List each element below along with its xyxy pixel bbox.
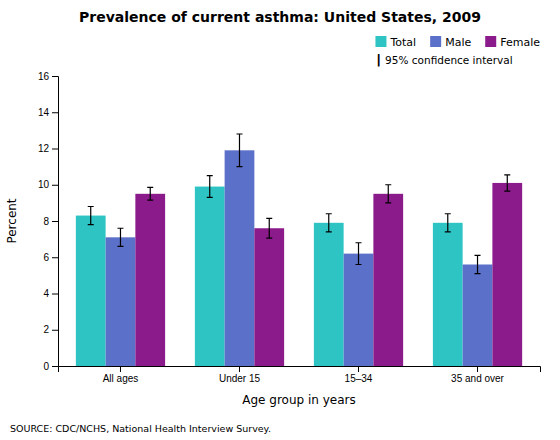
tick-mark (120, 366, 121, 372)
source-note: SOURCE: CDC/NCHS, National Health Interv… (10, 423, 271, 434)
axis-line (52, 77, 59, 367)
tick-mark (239, 366, 240, 372)
bar (373, 194, 403, 366)
chart: Prevalence of current asthma: United Sta… (0, 0, 560, 440)
tick: Under 15 (219, 366, 261, 384)
bar (195, 187, 225, 366)
tick-label: 35 and over (451, 373, 504, 384)
tick-label: All ages (103, 373, 139, 384)
tick-mark (52, 76, 58, 77)
annotation: ┃ 95% confidence interval (375, 54, 512, 67)
tick-mark (52, 294, 58, 295)
tick-mark (52, 112, 58, 113)
tick-mark (52, 366, 58, 367)
tick-label: Under 15 (219, 373, 261, 384)
tick-label: 0 (43, 361, 49, 372)
tick-label: 2 (43, 324, 49, 335)
bar (314, 223, 344, 366)
legend-item: Male (430, 36, 471, 49)
bar (254, 228, 284, 366)
bar (433, 223, 463, 366)
tick: 10 (38, 179, 58, 190)
tick-label: 16 (38, 71, 50, 82)
legend-item: Total (375, 36, 416, 49)
x-axis: All ages Under 15 15–34 35 and over (59, 366, 541, 384)
marks (76, 134, 522, 366)
y-axis: 0 2 4 6 8 10 12 14 16 (38, 71, 59, 372)
y-axis-title: Percent (5, 198, 19, 243)
error-bar (356, 243, 362, 265)
error-bar (475, 255, 481, 273)
tick: 2 (43, 324, 58, 335)
axis-line (59, 367, 541, 373)
tick: 8 (43, 216, 58, 227)
legend-label: Total (389, 36, 416, 49)
bar (225, 150, 255, 366)
error-bar (504, 175, 510, 191)
error-bar (385, 185, 391, 203)
tick-label: 14 (38, 107, 50, 118)
error-bar (117, 228, 123, 246)
tick: All ages (103, 366, 139, 384)
tick-mark (52, 185, 58, 186)
chart-container: Prevalence of current asthma: United Sta… (0, 0, 560, 440)
series (135, 183, 522, 366)
series (106, 150, 493, 366)
tick-label: 10 (38, 179, 50, 190)
error-bar (147, 187, 153, 200)
legend-label: Female (500, 36, 540, 49)
tick-label: 6 (43, 252, 49, 263)
error-bar (88, 207, 94, 225)
legend-swatch (375, 36, 386, 47)
tick-mark (52, 149, 58, 150)
tick: 0 (43, 361, 58, 372)
legend: Total Male Female (375, 36, 540, 49)
tick: 35 and over (451, 366, 504, 384)
tick-mark (52, 221, 58, 222)
tick: 15–34 (345, 366, 373, 384)
tick-mark (358, 366, 359, 372)
tick: 4 (43, 288, 58, 299)
bar (76, 216, 106, 366)
tick-mark (52, 257, 58, 258)
legend-item: Female (485, 36, 540, 49)
legend-swatch (485, 36, 496, 47)
tick: 12 (38, 143, 58, 154)
plot: 0 2 4 6 8 10 12 14 16 All ages Under 15 15–34 35 and… (38, 71, 541, 384)
error-bars (147, 175, 510, 238)
error-bars (117, 134, 480, 274)
bar (106, 237, 136, 366)
error-bar (207, 176, 213, 198)
tick-label: 4 (43, 288, 49, 299)
error-bar (266, 218, 272, 238)
tick-label: 15–34 (345, 373, 373, 384)
title: Prevalence of current asthma: United Sta… (79, 9, 481, 25)
series (76, 187, 463, 366)
tick-label: 12 (38, 143, 50, 154)
bar (135, 194, 165, 366)
tick-mark (52, 330, 58, 331)
legend-label: Male (445, 36, 471, 49)
legend-swatch (430, 36, 441, 47)
tick: 6 (43, 252, 58, 263)
bar (344, 254, 374, 366)
error-bar (326, 214, 332, 232)
tick: 16 (38, 71, 58, 82)
tick-mark (477, 366, 478, 372)
error-bar (445, 214, 451, 232)
bar (492, 183, 522, 366)
tick-label: 8 (43, 216, 49, 227)
bar (463, 265, 493, 367)
tick: 14 (38, 107, 58, 118)
error-bar (236, 134, 242, 167)
x-axis-title: Age group in years (242, 393, 355, 407)
